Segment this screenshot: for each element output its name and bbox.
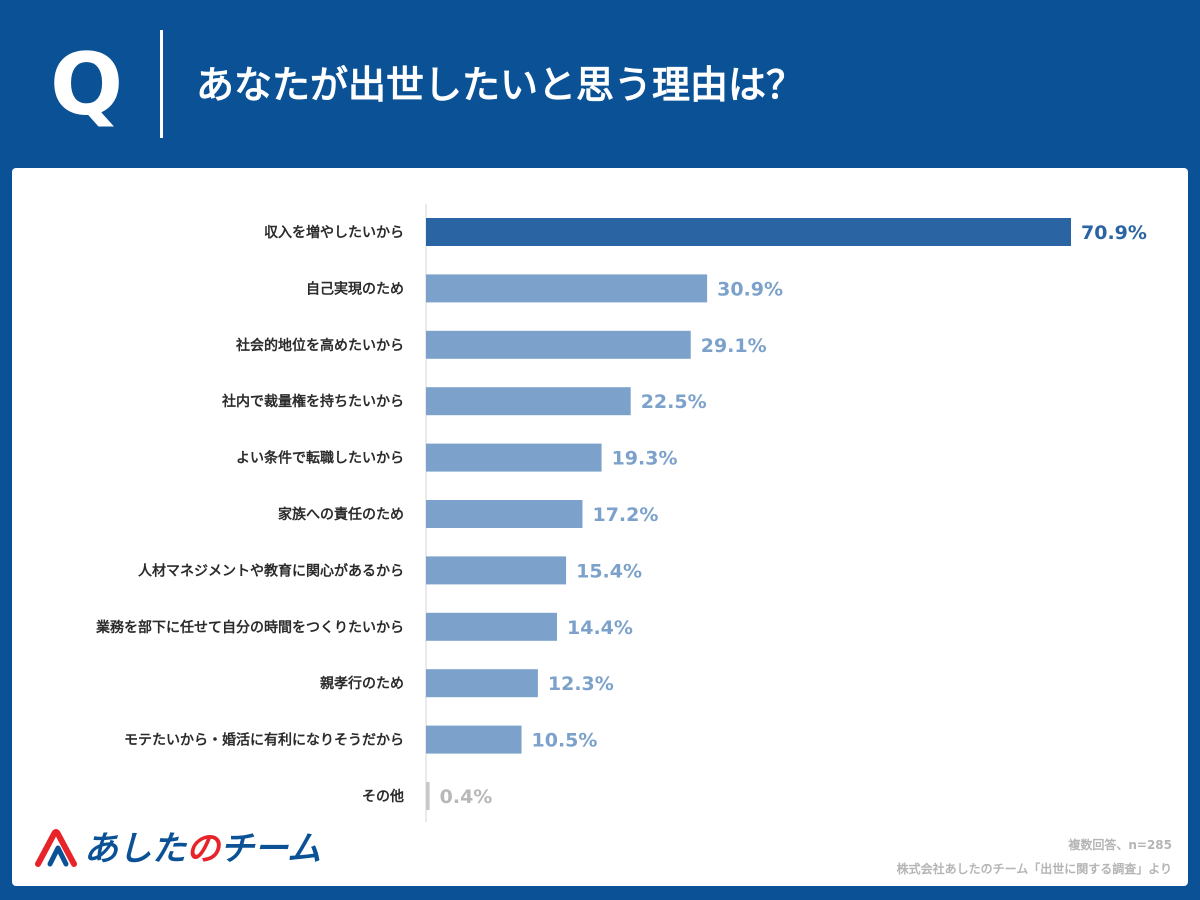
- value-label: 15.4%: [576, 560, 642, 582]
- bar: [426, 782, 430, 810]
- bar: [426, 556, 567, 585]
- bar: [426, 330, 691, 359]
- brand-name-part2: の: [186, 829, 220, 869]
- question-letter: Q: [50, 35, 124, 135]
- category-label: 人材マネジメントや教育に関心があるから: [138, 562, 404, 579]
- brand-name: あしたのチーム: [84, 826, 321, 872]
- bar: [426, 669, 538, 698]
- category-label: 収入を増やしたいから: [264, 224, 404, 241]
- value-label: 12.3%: [548, 673, 614, 695]
- sample-note: 複数回答、n=285: [1068, 838, 1172, 852]
- value-label: 30.9%: [717, 278, 783, 300]
- header-divider: [160, 30, 163, 138]
- bar: [426, 500, 583, 528]
- value-label: 10.5%: [532, 730, 598, 752]
- category-label: 家族への責任のため: [278, 506, 404, 523]
- category-label: 社会的地位を高めたいから: [235, 337, 404, 354]
- category-label: 業務を部下に任せて自分の時間をつくりたいから: [95, 619, 404, 636]
- category-label: 親孝行のため: [320, 675, 404, 692]
- brand: あしたのチーム: [34, 826, 324, 874]
- question-title: あなたが出世したいと思う理由は？: [196, 63, 805, 107]
- value-label: 22.5%: [641, 391, 707, 413]
- category-label: 社内で裁量権を持ちたいから: [221, 393, 404, 410]
- category-label: 自己実現のため: [306, 280, 404, 297]
- value-label: 0.4%: [440, 786, 493, 808]
- source-note: 株式会社あしたのチーム「出世に関する調査」より: [896, 862, 1172, 876]
- value-label: 14.4%: [567, 617, 633, 639]
- bar: [426, 725, 522, 754]
- value-label: 17.2%: [592, 504, 658, 526]
- brand-logo-icon: [35, 829, 77, 867]
- bar: [426, 274, 708, 303]
- bar: [426, 387, 631, 416]
- bar: [426, 218, 1071, 246]
- brand-name-part1: あした: [84, 829, 186, 869]
- bar: [426, 612, 558, 641]
- value-label: 70.9%: [1081, 222, 1147, 244]
- value-label: 29.1%: [701, 335, 767, 357]
- brand-name-part3: チーム: [220, 829, 321, 869]
- header: Q あなたが出世したいと思う理由は？: [0, 0, 1200, 168]
- category-label: その他: [362, 788, 404, 805]
- value-label: 19.3%: [612, 448, 678, 470]
- category-label: モテたいから・婚活に有利になりそうだから: [124, 732, 404, 749]
- bar: [426, 443, 602, 472]
- category-label: よい条件で転職したいから: [236, 450, 404, 467]
